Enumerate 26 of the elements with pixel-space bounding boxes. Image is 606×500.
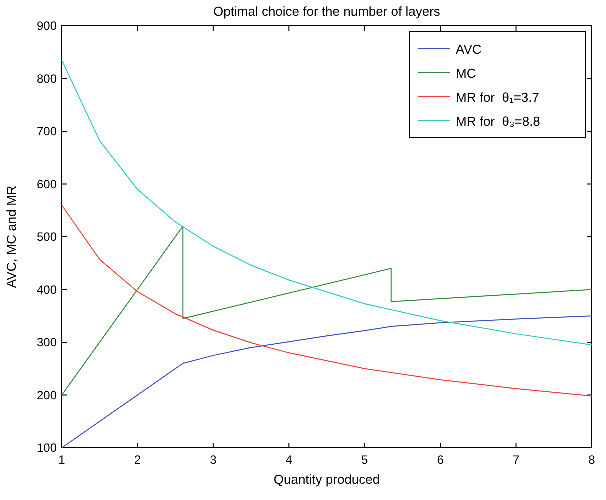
y-tick-label: 800 (36, 72, 58, 86)
legend-label: MR for θ₁=3.7 (456, 90, 540, 105)
x-tick-label: 3 (210, 453, 218, 467)
y-axis-title: AVC, MC and MR (4, 186, 19, 288)
y-tick-label: 600 (36, 177, 58, 192)
y-tick-label: 300 (36, 336, 58, 350)
line-series (62, 60, 592, 346)
x-tick-label: 7 (512, 453, 520, 467)
y-tick-label: 400 (36, 282, 58, 297)
x-axis-title: Quantity produced (274, 472, 380, 487)
legend-label: AVC (456, 42, 482, 57)
y-tick-label: 700 (36, 124, 58, 138)
y-tick-label: 900 (36, 19, 58, 33)
x-tick-label: 5 (362, 453, 369, 467)
x-tick-label: 2 (134, 453, 142, 467)
y-tick-label: 500 (36, 230, 58, 244)
x-tick-label: 1 (58, 453, 66, 467)
legend-label: MR for θ₃=8.8 (456, 114, 540, 129)
x-tick-label: 4 (286, 453, 293, 467)
chart-title: Optimal choice for the number of layers (214, 4, 441, 19)
x-tick-label: 8 (588, 453, 596, 467)
legend-label: MC (456, 66, 476, 81)
x-tick-label: 6 (437, 453, 444, 467)
line-series (62, 316, 592, 448)
y-tick-label: 100 (36, 441, 58, 455)
y-tick-label: 200 (36, 388, 58, 402)
